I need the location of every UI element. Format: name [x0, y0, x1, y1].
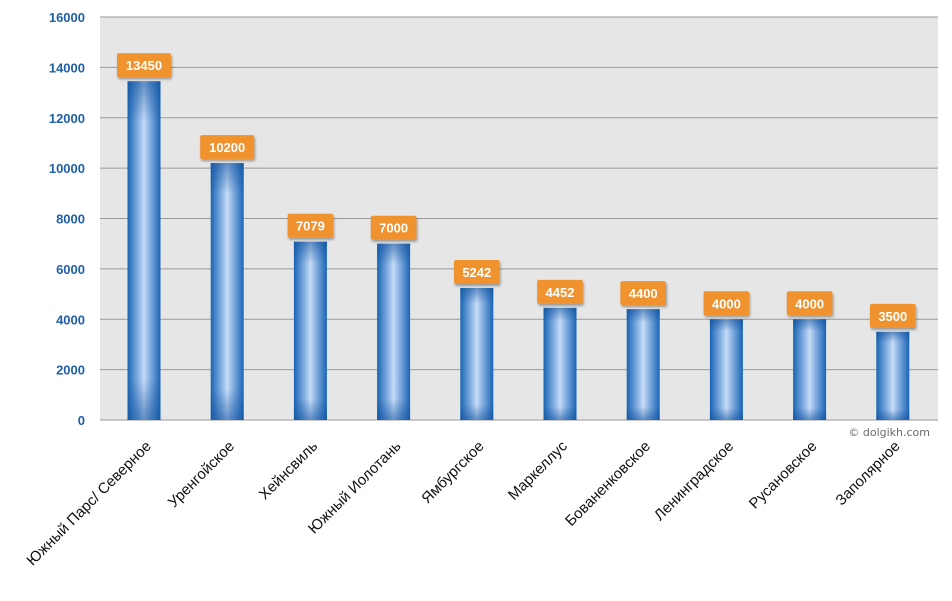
x-tick-label: Уренгойское: [165, 438, 238, 511]
x-tick-label: Южный Парс/ Северное: [23, 438, 154, 569]
data-label: 5242: [462, 265, 491, 280]
x-tick-label: Хейнсвиль: [256, 438, 321, 503]
y-tick-label: 14000: [49, 60, 85, 75]
bar-shade: [293, 241, 327, 420]
bar-shade: [793, 319, 827, 420]
y-tick-label: 8000: [56, 212, 85, 227]
x-axis-ticks: Южный Парс/ Северное Уренгойское Хейнсвиль…: [23, 437, 903, 569]
y-tick-label: 6000: [56, 262, 85, 277]
bar-shade: [377, 243, 411, 420]
bar-shade: [210, 163, 244, 420]
x-tick-label: Ямбургское: [418, 438, 487, 507]
data-label-box: [117, 53, 171, 78]
watermark: © dolgikh.com: [848, 426, 930, 439]
x-tick-label: Южный Иолотань: [305, 438, 405, 538]
data-label-box: [287, 213, 334, 238]
bar-shade: [460, 287, 494, 420]
bars: [127, 81, 910, 421]
y-tick-label: 4000: [56, 312, 85, 327]
x-tick-label: Заполярное: [832, 438, 903, 509]
bar-shade: [127, 81, 161, 421]
data-label: 4000: [712, 296, 741, 311]
data-label: 4452: [546, 285, 575, 300]
x-tick-label: Бованенковское: [562, 438, 654, 530]
data-label-box: [200, 135, 255, 160]
data-label-box: [454, 259, 500, 284]
x-tick-label: Маркеллус: [505, 437, 571, 503]
data-label: 10200: [209, 140, 245, 155]
data-label-box: [786, 291, 833, 316]
data-label: 4400: [629, 286, 658, 301]
data-label-box: [703, 291, 750, 316]
bar-shade: [626, 309, 660, 420]
bar-shade: [709, 319, 743, 420]
data-label: 7000: [379, 221, 408, 236]
data-label: 13450: [126, 58, 162, 73]
data-label-box: [870, 303, 916, 328]
data-label: 7079: [296, 219, 325, 234]
x-tick-label: Ленинградское: [651, 438, 737, 524]
x-tick-label: Русановское: [746, 438, 821, 513]
y-axis-ticks: 0 2000 4000 6000 8000 10000 12000 14000 16000: [49, 10, 85, 428]
data-label: 4000: [795, 296, 824, 311]
bar-shade: [543, 307, 577, 420]
y-tick-label: 2000: [56, 363, 85, 378]
bar-shade: [876, 331, 910, 420]
y-tick-label: 0: [78, 413, 85, 428]
data-label-box: [370, 215, 417, 240]
data-labels: 13450 10200 7079 7000 5242 4452 4400 4000 4000 35…: [117, 53, 916, 328]
y-tick-label: 12000: [49, 111, 85, 126]
data-label: 3500: [878, 309, 907, 324]
y-tick-label: 16000: [49, 10, 85, 25]
data-label-box: [620, 281, 666, 306]
data-label-box: [537, 279, 583, 304]
y-tick-label: 10000: [49, 161, 85, 176]
